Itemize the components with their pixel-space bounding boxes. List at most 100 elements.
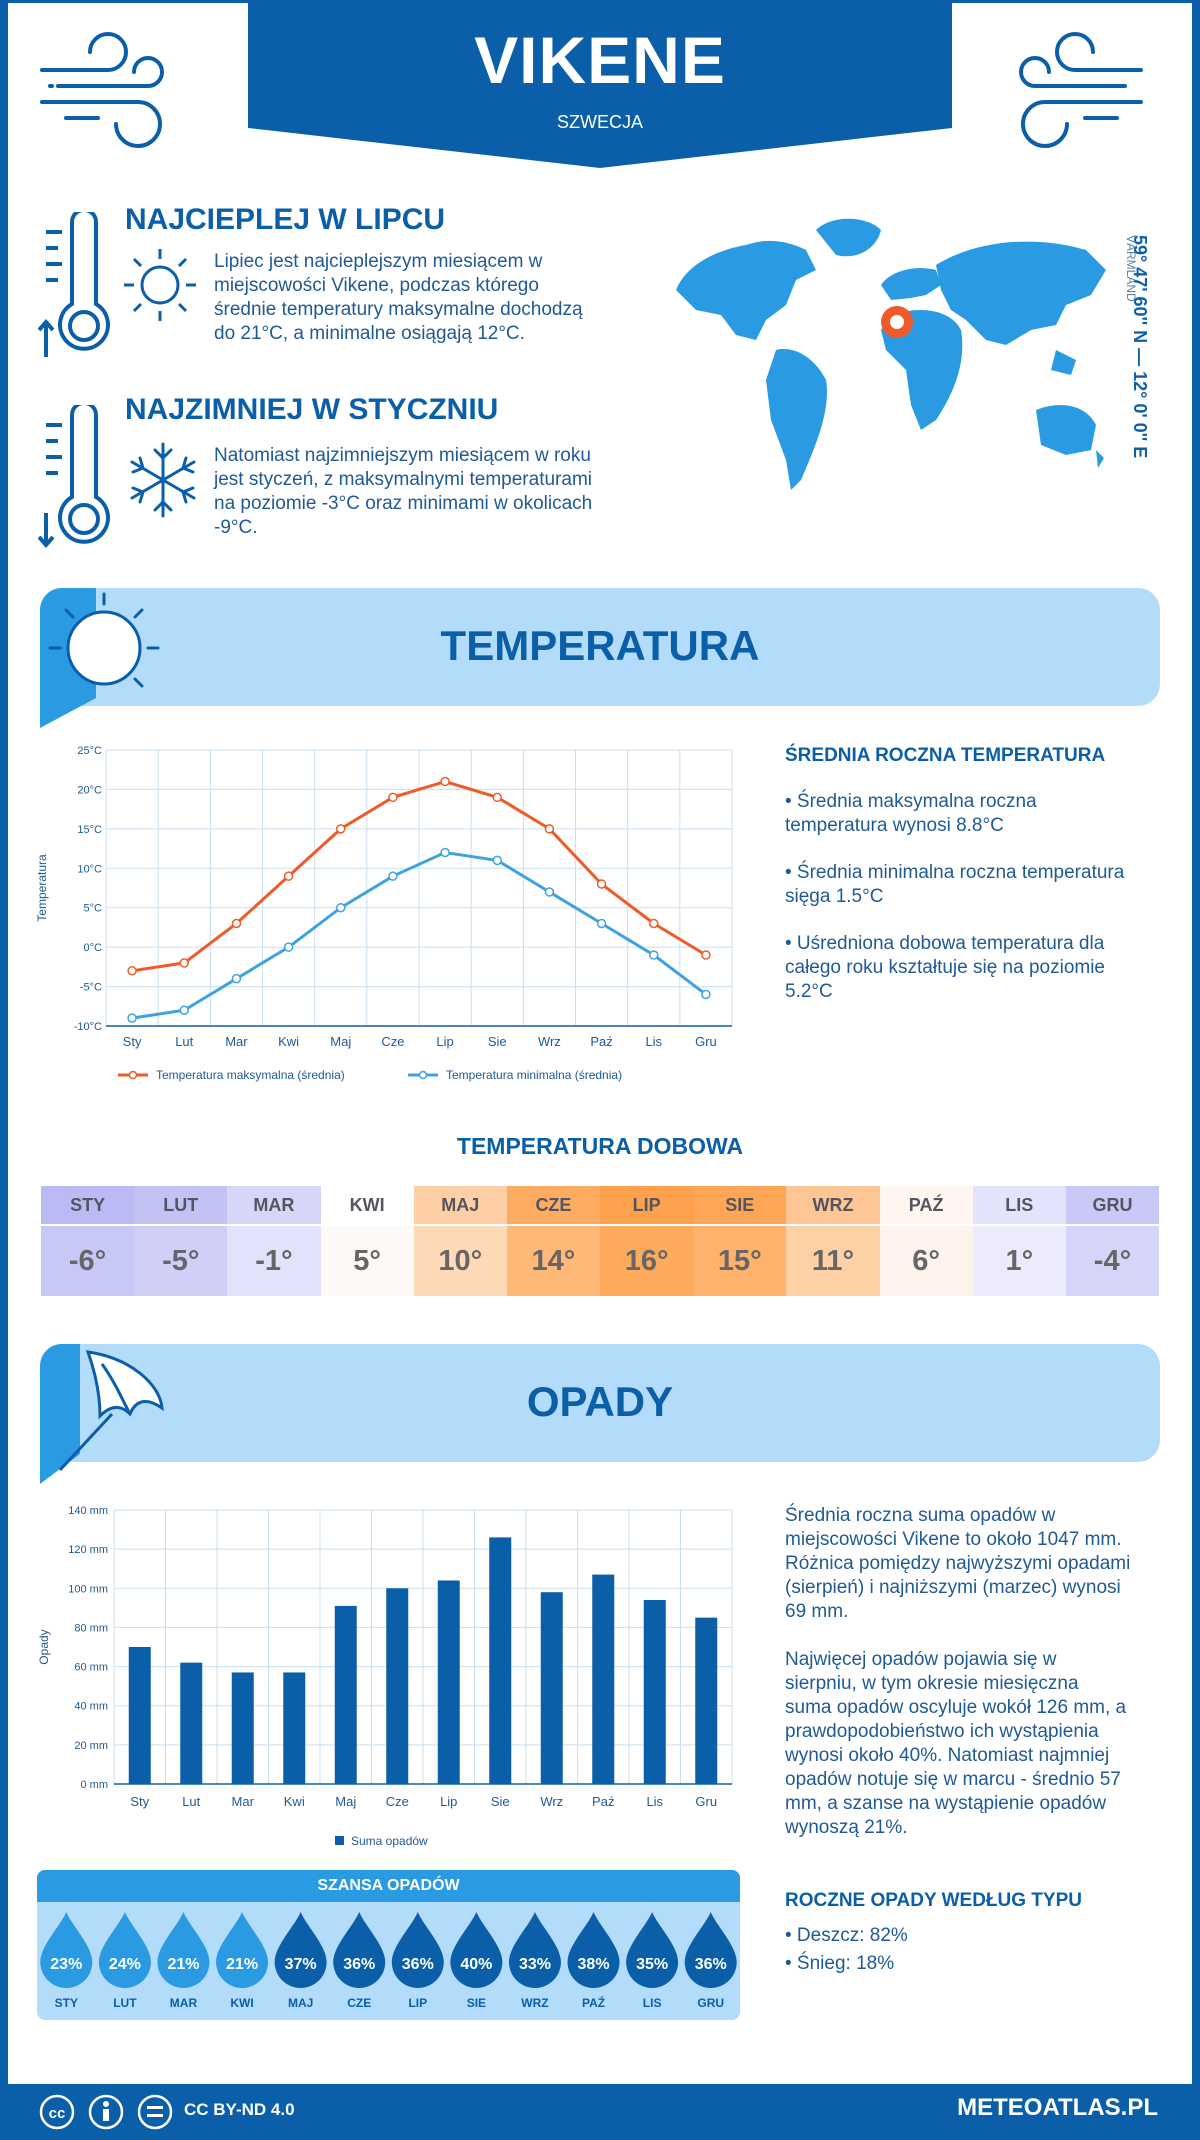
precip-banner [40,1344,1160,1462]
temp-side-heading: ŚREDNIA ROCZNA TEMPERATURA [785,745,1106,766]
daily-temp-value: 6° [879,1224,973,1296]
daily-temp-value: 1° [972,1224,1066,1296]
bar [180,1662,203,1784]
data-point [231,973,242,984]
chance-value: 37% [285,1956,317,1973]
daily-temp-cell: KWI 5° [320,1186,414,1296]
data-point [701,989,711,1000]
data-point [336,824,346,834]
y-tick-label: 5°C [84,903,103,915]
x-tick-label: Lut [182,1794,200,1809]
rain-drop-icon [216,1912,269,1988]
chance-month: LIS [643,1996,662,2010]
page-subtitle: SZWECJA [556,112,643,132]
daily-temp-month: PAŹ [879,1186,973,1224]
x-tick-label: Lip [436,1034,453,1049]
x-tick-label: Sty [130,1794,149,1809]
chance-value: 40% [460,1956,492,1973]
rain-drop-icon [567,1912,620,1988]
daily-temp-month: KWI [320,1186,414,1224]
data-point [492,855,502,866]
bar [695,1617,718,1784]
daily-temp-value: 5° [320,1224,414,1296]
legend-marker [418,1070,428,1080]
daily-temp-value: 11° [786,1224,880,1296]
rain-drop-icon [391,1912,444,1988]
chance-month: SIE [467,1996,486,2010]
chance-month: CZE [347,1996,371,2010]
data-point [544,887,555,897]
precip-type-list: • Deszcz: 82% • Śnieg: 18% [785,1924,908,1976]
region-label: VÄRMLAND [1124,235,1138,302]
precip-type-snow: • Śnieg: 18% [785,1953,895,1974]
x-tick-label: Paź [592,1794,614,1809]
legend-marker [128,1070,138,1080]
y-tick-label: 20°C [77,784,102,796]
rain-drop-icon [98,1912,151,1988]
x-tick-label: Lip [440,1794,457,1809]
daily-temp-table: STY -6° LUT -5° MAR -1° KWI 5° MAJ 10° CZE 14° LIP 16… [41,1186,1160,1296]
daily-temp-cell: GRU -4° [1065,1186,1160,1296]
daily-temp-cell: PAŹ 6° [879,1186,973,1296]
rain-drop-icon [508,1912,561,1988]
chance-month: GRU [697,1996,724,2010]
rain-drop-icon [450,1912,503,1988]
daily-temp-value: 15° [693,1224,787,1296]
data-point [388,792,398,803]
y-tick-label: -10°C [74,1021,102,1033]
daily-temp-value: -6° [41,1224,135,1296]
legend-label: Temperatura maksymalna (średnia) [156,1068,345,1082]
daily-temp-title: TEMPERATURA DOBOWA [456,1133,744,1159]
data-point [440,847,450,858]
thermometer-cold-icon [38,405,110,549]
y-tick-label: 80 mm [74,1622,108,1634]
snowflake-icon [130,442,196,518]
chance-value: 36% [343,1956,375,1973]
warmest-heading: NAJCIEPLEJ W LIPCU [125,203,446,236]
chance-month: LUT [113,1996,137,2010]
y-tick-label: 15°C [77,824,102,836]
x-tick-label: Maj [335,1794,356,1809]
series-line-min [131,850,707,1020]
temperature-banner [40,588,1160,706]
x-tick-label: Cze [386,1794,409,1809]
data-point [179,1005,189,1015]
x-tick-label: Lis [645,1034,662,1049]
coldest-text: Natomiast najzimniejszym miesiącem w rok… [214,445,593,538]
chance-value: 36% [695,1956,727,1973]
precip-chance-title: SZANSA OPADÓW [37,1870,740,1902]
bar [334,1605,357,1784]
x-tick-label: Sie [488,1034,507,1049]
data-point [544,824,555,834]
daily-temp-cell: WRZ 11° [786,1186,880,1296]
x-tick-label: Sie [491,1794,510,1809]
chance-month: MAR [170,1996,198,2010]
y-tick-label: -5°C [80,982,102,994]
y-axis-label: Opady [37,1629,51,1664]
precip-type-rain: • Deszcz: 82% [785,1925,908,1946]
page-title: VIKENE [474,23,726,97]
daily-temp-month: WRZ [786,1186,880,1224]
daily-temp-month: GRU [1065,1186,1160,1224]
bar [489,1537,512,1784]
data-point [649,950,659,960]
daily-temp-month: MAJ [413,1186,507,1224]
data-point [701,950,711,960]
daily-temp-value: -5° [134,1224,228,1296]
site-link[interactable]: METEOATLAS.PL [957,2094,1158,2121]
chance-month: LIP [408,1996,427,2010]
rain-drop-icon [40,1912,93,1988]
chance-value: 21% [167,1956,199,1973]
chance-value: 38% [578,1956,610,1973]
daily-temp-cell: SIE 15° [693,1186,787,1296]
chance-value: 24% [109,1956,141,1973]
data-point [283,942,294,952]
y-tick-label: 100 mm [68,1583,108,1595]
daily-temp-cell: LUT -5° [134,1186,228,1296]
bar [386,1588,409,1784]
daily-temp-cell: LIP 16° [600,1186,694,1296]
wind-icon-left [40,32,164,148]
rain-drop-icon [157,1912,210,1988]
daily-temp-month: STY [41,1186,135,1224]
daily-temp-value: -1° [227,1224,321,1296]
